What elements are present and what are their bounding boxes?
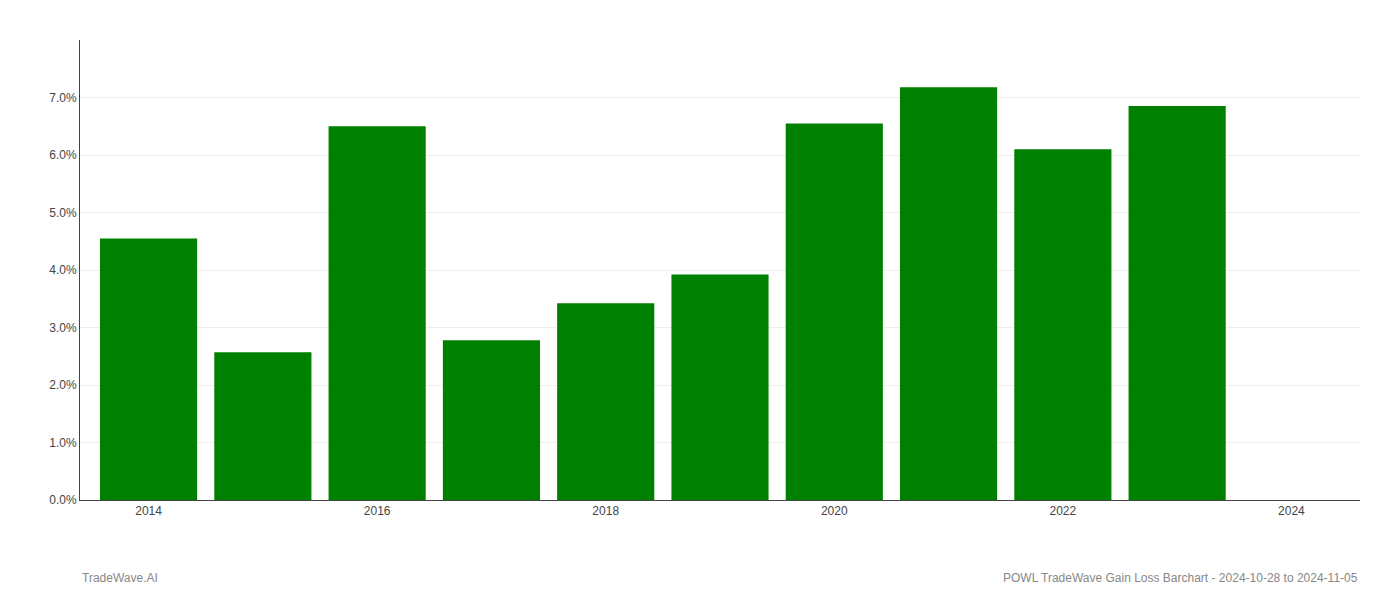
svg-text:2024: 2024 xyxy=(1278,504,1305,518)
svg-text:7.0%: 7.0% xyxy=(49,91,77,105)
svg-text:2016: 2016 xyxy=(364,504,391,518)
svg-text:0.0%: 0.0% xyxy=(49,493,77,507)
svg-text:2018: 2018 xyxy=(592,504,619,518)
svg-text:5.0%: 5.0% xyxy=(49,206,77,220)
svg-text:2014: 2014 xyxy=(135,504,162,518)
svg-text:2022: 2022 xyxy=(1050,504,1077,518)
svg-text:POWL TradeWave Gain Loss Barch: POWL TradeWave Gain Loss Barchart - 2024… xyxy=(1003,571,1358,585)
svg-text:1.0%: 1.0% xyxy=(49,436,77,450)
svg-text:TradeWave.AI: TradeWave.AI xyxy=(82,571,158,585)
svg-text:3.0%: 3.0% xyxy=(49,321,77,335)
svg-text:4.0%: 4.0% xyxy=(49,263,77,277)
svg-text:2.0%: 2.0% xyxy=(49,378,77,392)
svg-text:6.0%: 6.0% xyxy=(49,148,77,162)
svg-text:2020: 2020 xyxy=(821,504,848,518)
